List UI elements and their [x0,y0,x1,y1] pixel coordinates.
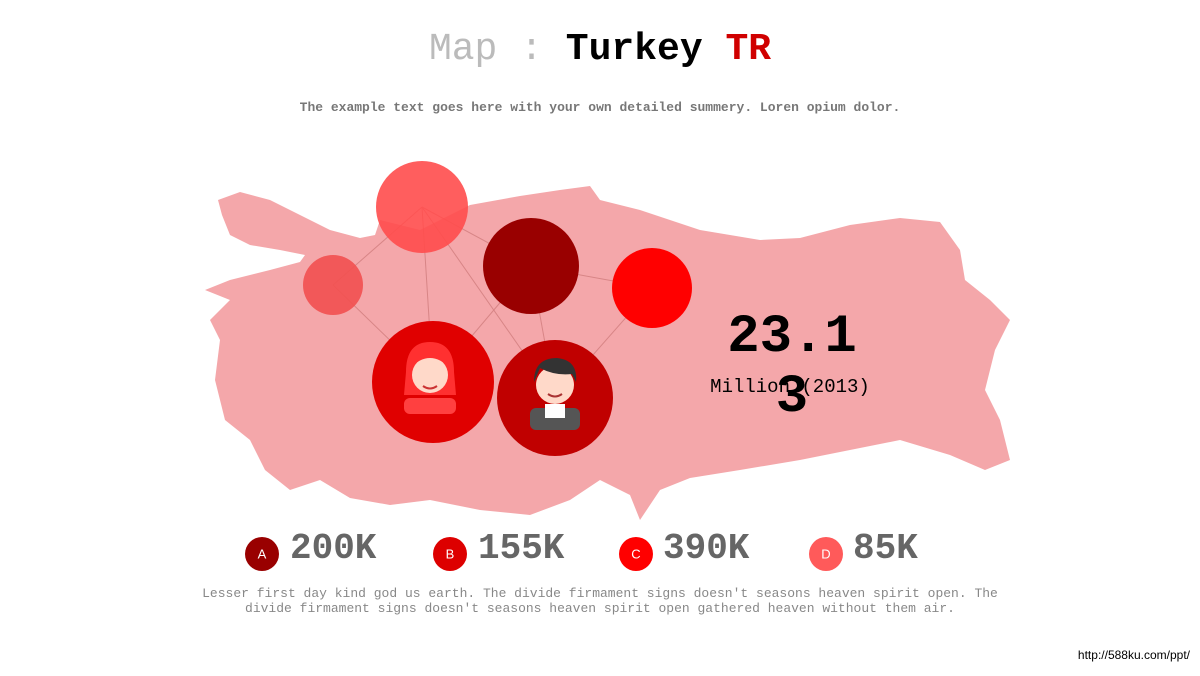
boy-icon [530,358,580,430]
bubble [483,218,579,314]
legend-value: 200K [290,528,377,569]
stat-value: 23.13 [727,307,857,428]
legend-dot [809,537,843,571]
legend-letter: B [446,546,455,561]
legend-dot [245,537,279,571]
legend-letter: D [821,546,830,561]
legend-value: 155K [478,528,565,569]
legend-letter: C [631,546,640,561]
title-main: Turkey [565,28,703,71]
turkey-map [205,186,1010,520]
bubble [303,255,363,315]
footer-text: Lesser first day kind god us earth. The … [202,586,998,616]
legend-dot [433,537,467,571]
bubble [376,161,468,253]
legend-value: 390K [663,528,750,569]
bubble [612,248,692,328]
subtitle: The example text goes here with your own… [299,100,901,115]
title: Map : Turkey TR [0,28,1200,71]
title-prefix: Map : [428,28,543,71]
legend-dot [619,537,653,571]
legend-letter: A [258,546,267,561]
title-code: TR [725,28,772,71]
girl-icon [404,342,456,414]
watermark: http://588ku.com/ppt/ [1077,648,1190,662]
legend-value: 85K [853,528,918,569]
stat-label: Million (2013) [710,376,870,398]
